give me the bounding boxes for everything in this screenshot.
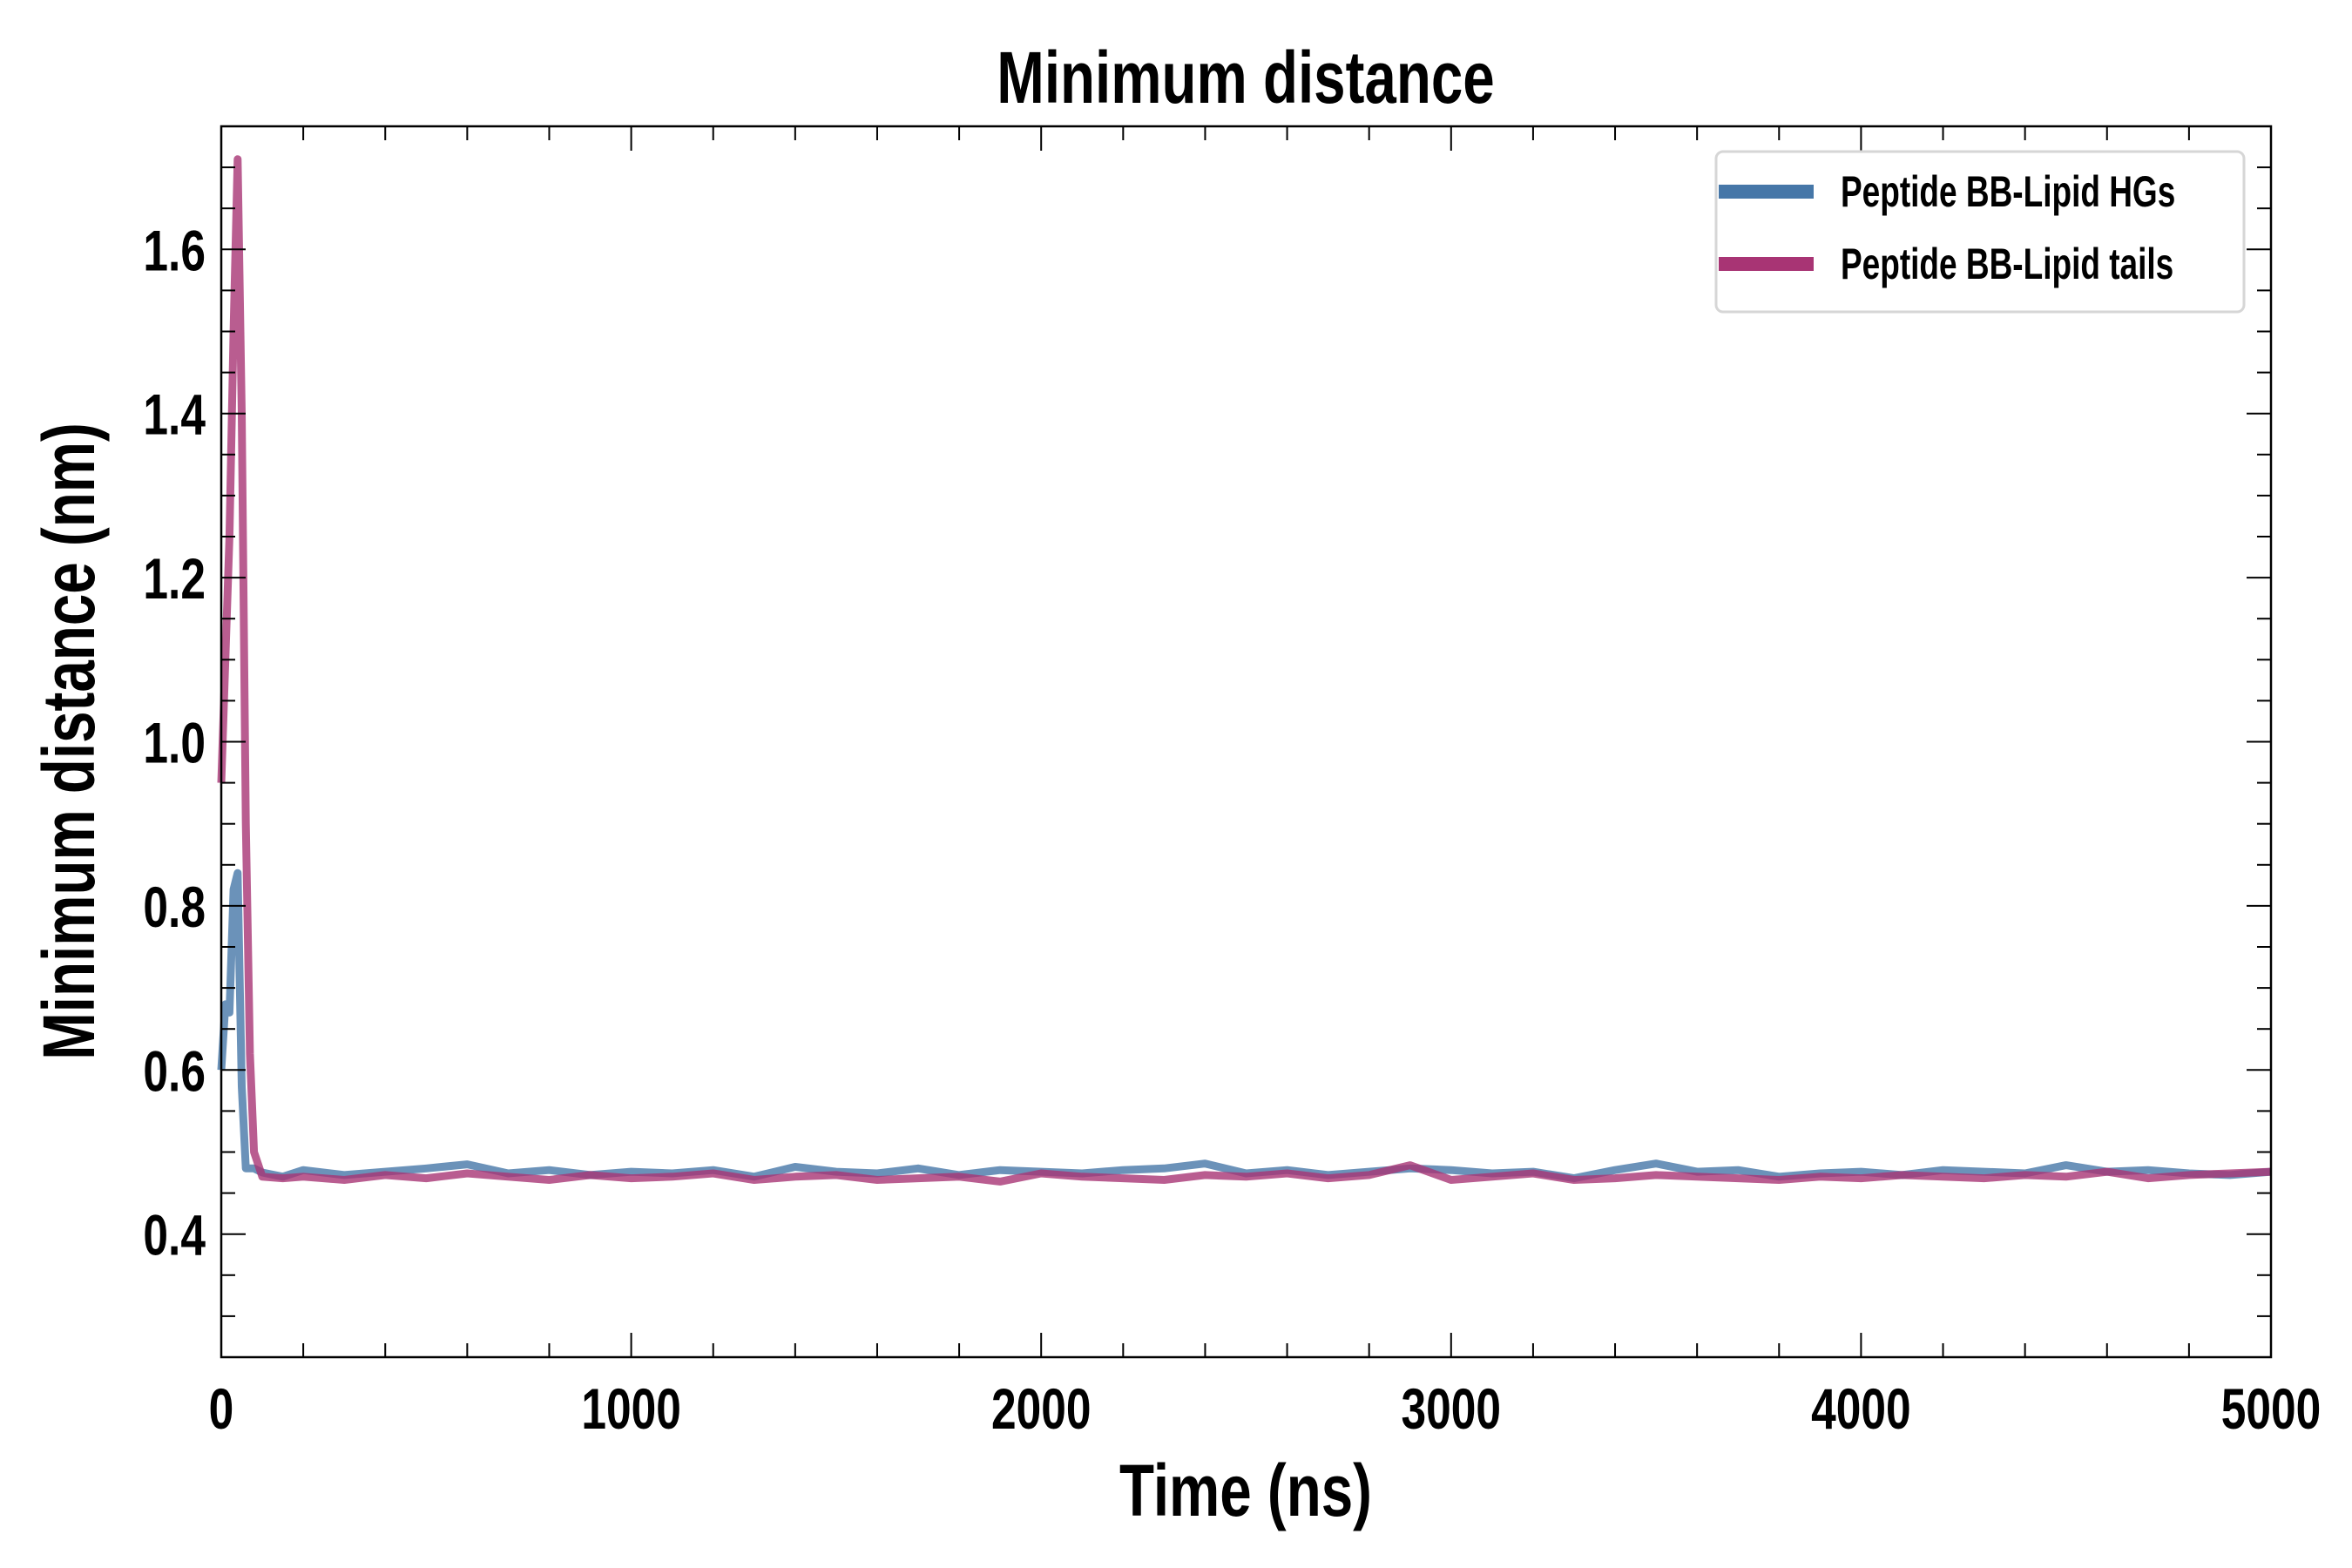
y-tick-label: 0.6 bbox=[143, 1038, 206, 1104]
x-tick-label: 1000 bbox=[581, 1376, 680, 1442]
legend: Peptide BB-Lipid HGs Peptide BB-Lipid ta… bbox=[1714, 150, 2246, 314]
y-tick-label: 0.8 bbox=[143, 875, 206, 940]
x-tick-label: 3000 bbox=[1402, 1376, 1501, 1442]
legend-frame bbox=[1714, 150, 2246, 314]
y-tick-label: 1.0 bbox=[143, 710, 206, 775]
legend-label-tails: Peptide BB-Lipid tails bbox=[1841, 240, 2173, 289]
x-tick-label: 4000 bbox=[1811, 1376, 1910, 1442]
x-tick-label: 0 bbox=[209, 1376, 234, 1442]
y-tick-label: 1.4 bbox=[143, 382, 206, 447]
legend-label-hgs: Peptide BB-Lipid HGs bbox=[1841, 168, 2175, 217]
y-axis-label: Minimum distance (nm) bbox=[28, 422, 110, 1060]
series-line-1 bbox=[217, 155, 2272, 1186]
axis-ticks: 0 1000 2000 3000 4000 5000 0.4 0.6 0.8 1.0 1.2 1.4 1… bbox=[143, 126, 2321, 1441]
y-tick-label: 1.2 bbox=[143, 546, 206, 612]
x-tick-label: 5000 bbox=[2221, 1376, 2321, 1442]
plot-area bbox=[217, 155, 2272, 1186]
plot-frame bbox=[220, 125, 2273, 1359]
series-line-0 bbox=[217, 868, 2272, 1183]
x-axis-label: Time (ns) bbox=[1119, 1450, 1372, 1531]
y-tick-label: 1.6 bbox=[143, 218, 206, 283]
y-tick-label: 0.4 bbox=[143, 1202, 206, 1267]
x-tick-label: 2000 bbox=[991, 1376, 1091, 1442]
chart-title: Minimum distance bbox=[997, 37, 1494, 118]
